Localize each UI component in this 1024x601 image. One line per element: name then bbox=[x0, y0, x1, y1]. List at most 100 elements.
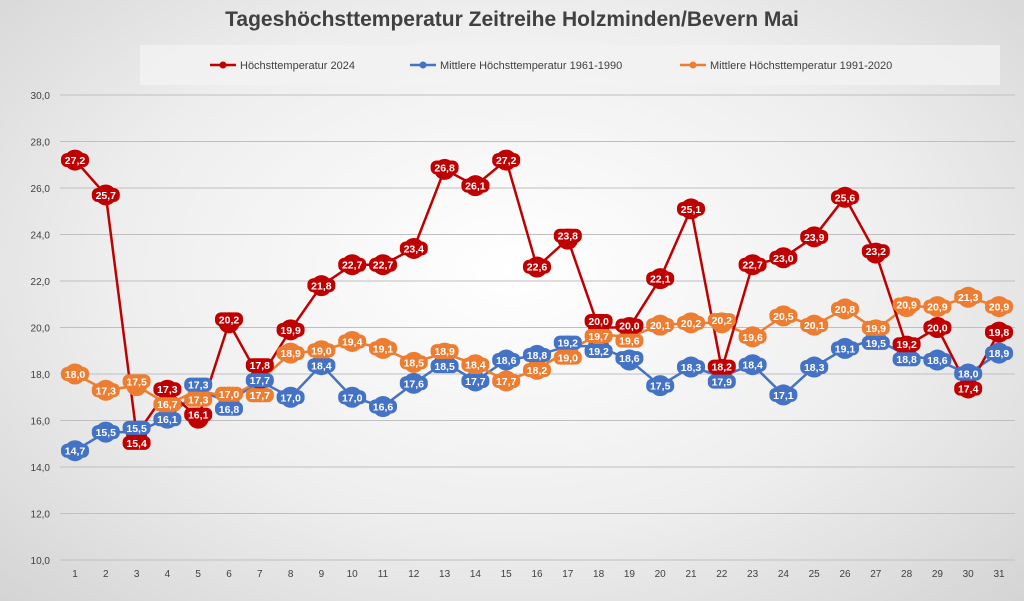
x-tick-label: 26 bbox=[839, 569, 851, 580]
data-label-background bbox=[553, 335, 582, 350]
data-label-background bbox=[91, 425, 120, 440]
legend-box bbox=[140, 45, 1000, 85]
x-tick-label: 1 bbox=[72, 569, 78, 580]
data-label: 16,1 bbox=[157, 414, 178, 426]
data-label-background bbox=[861, 335, 890, 350]
data-label-background bbox=[91, 383, 120, 398]
x-tick-label: 13 bbox=[439, 569, 451, 580]
data-label-background bbox=[184, 377, 213, 392]
data-label: 16,6 bbox=[373, 402, 394, 414]
y-tick-label: 16,0 bbox=[31, 417, 51, 428]
data-label-background bbox=[399, 355, 428, 370]
x-tick-label: 9 bbox=[319, 569, 325, 580]
data-label: 19,7 bbox=[588, 331, 609, 343]
data-label-background bbox=[399, 376, 428, 391]
data-label-background bbox=[954, 366, 983, 381]
legend-label: Mittlere Höchsttemperatur 1991-2020 bbox=[710, 60, 892, 72]
data-label: 22,7 bbox=[742, 260, 763, 272]
legend-marker bbox=[419, 61, 427, 69]
data-label: 20,2 bbox=[681, 318, 702, 330]
data-label-background bbox=[861, 320, 890, 335]
x-tick-label: 7 bbox=[257, 569, 263, 580]
data-label: 23,9 bbox=[804, 232, 825, 244]
data-label: 18,4 bbox=[465, 360, 486, 372]
data-label-background bbox=[523, 259, 551, 274]
data-label: 18,8 bbox=[527, 350, 548, 362]
x-tick-label: 19 bbox=[624, 569, 636, 580]
data-label-background bbox=[430, 359, 459, 374]
data-label: 17,5 bbox=[650, 381, 671, 393]
data-label-background bbox=[399, 241, 428, 256]
data-label: 17,8 bbox=[250, 360, 271, 372]
legend-label: Mittlere Höchsttemperatur 1961-1990 bbox=[440, 60, 622, 72]
data-label: 23,0 bbox=[773, 253, 794, 265]
data-label-background bbox=[307, 358, 336, 373]
x-tick-label: 20 bbox=[655, 569, 667, 580]
data-label-background bbox=[276, 322, 305, 337]
x-tick-label: 16 bbox=[531, 569, 543, 580]
data-label-background bbox=[276, 346, 305, 361]
data-label-background bbox=[615, 333, 644, 348]
legend-label: Höchsttemperatur 2024 bbox=[240, 60, 355, 72]
y-tick-label: 18,0 bbox=[31, 370, 51, 381]
data-label-background bbox=[307, 278, 336, 293]
data-label-background bbox=[738, 257, 767, 272]
data-label-background bbox=[553, 228, 582, 243]
x-tick-label: 15 bbox=[501, 569, 513, 580]
x-tick-label: 18 bbox=[593, 569, 605, 580]
data-label: 18,9 bbox=[989, 348, 1010, 360]
data-label-background bbox=[153, 382, 182, 397]
data-label: 14,7 bbox=[65, 446, 86, 458]
data-label: 18,4 bbox=[311, 360, 332, 372]
data-label: 18,6 bbox=[496, 355, 517, 367]
data-label-background bbox=[338, 257, 367, 272]
data-label-background bbox=[492, 373, 521, 388]
data-label: 20,9 bbox=[927, 302, 948, 314]
data-label-background bbox=[985, 299, 1013, 314]
data-label-background bbox=[153, 412, 182, 427]
x-tick-label: 22 bbox=[716, 569, 728, 580]
data-label-background bbox=[769, 250, 798, 265]
data-label: 17,6 bbox=[404, 378, 425, 390]
data-label-background bbox=[646, 271, 675, 286]
data-label: 19,6 bbox=[742, 332, 763, 344]
data-label: 19,2 bbox=[558, 338, 579, 350]
y-tick-label: 24,0 bbox=[31, 231, 51, 242]
data-label-background bbox=[245, 373, 274, 388]
data-label: 26,1 bbox=[465, 181, 486, 193]
y-tick-label: 14,0 bbox=[31, 463, 51, 474]
data-label: 17,7 bbox=[250, 390, 271, 402]
x-tick-label: 17 bbox=[562, 569, 574, 580]
data-label-background bbox=[677, 360, 705, 375]
data-label-background bbox=[553, 350, 582, 365]
data-label: 23,2 bbox=[866, 246, 887, 258]
data-label-background bbox=[276, 390, 305, 405]
data-label-background bbox=[369, 257, 397, 272]
data-label: 20,2 bbox=[219, 314, 240, 326]
data-label-background bbox=[800, 318, 829, 333]
data-label: 17,4 bbox=[958, 384, 979, 396]
data-label-background bbox=[584, 314, 613, 329]
data-label: 19,1 bbox=[373, 343, 394, 355]
data-label-background bbox=[831, 190, 859, 205]
data-label: 18,2 bbox=[527, 365, 548, 377]
data-label: 20,5 bbox=[773, 311, 794, 323]
data-label: 17,7 bbox=[250, 375, 271, 387]
data-label: 16,7 bbox=[157, 399, 178, 411]
data-label: 21,8 bbox=[311, 280, 332, 292]
y-tick-label: 30,0 bbox=[31, 91, 51, 102]
x-tick-label: 6 bbox=[226, 569, 232, 580]
data-label: 18,8 bbox=[896, 354, 917, 366]
data-label-background bbox=[954, 289, 983, 304]
data-label: 17,9 bbox=[712, 377, 733, 389]
data-label-background bbox=[800, 360, 829, 375]
data-label: 19,4 bbox=[342, 336, 363, 348]
data-label: 19,2 bbox=[896, 339, 917, 351]
data-label: 27,2 bbox=[496, 155, 517, 167]
x-tick-label: 23 bbox=[747, 569, 759, 580]
data-label: 20,9 bbox=[896, 300, 917, 312]
data-label-background bbox=[461, 373, 490, 388]
data-label: 18,2 bbox=[712, 362, 733, 374]
data-label-background bbox=[492, 153, 521, 168]
